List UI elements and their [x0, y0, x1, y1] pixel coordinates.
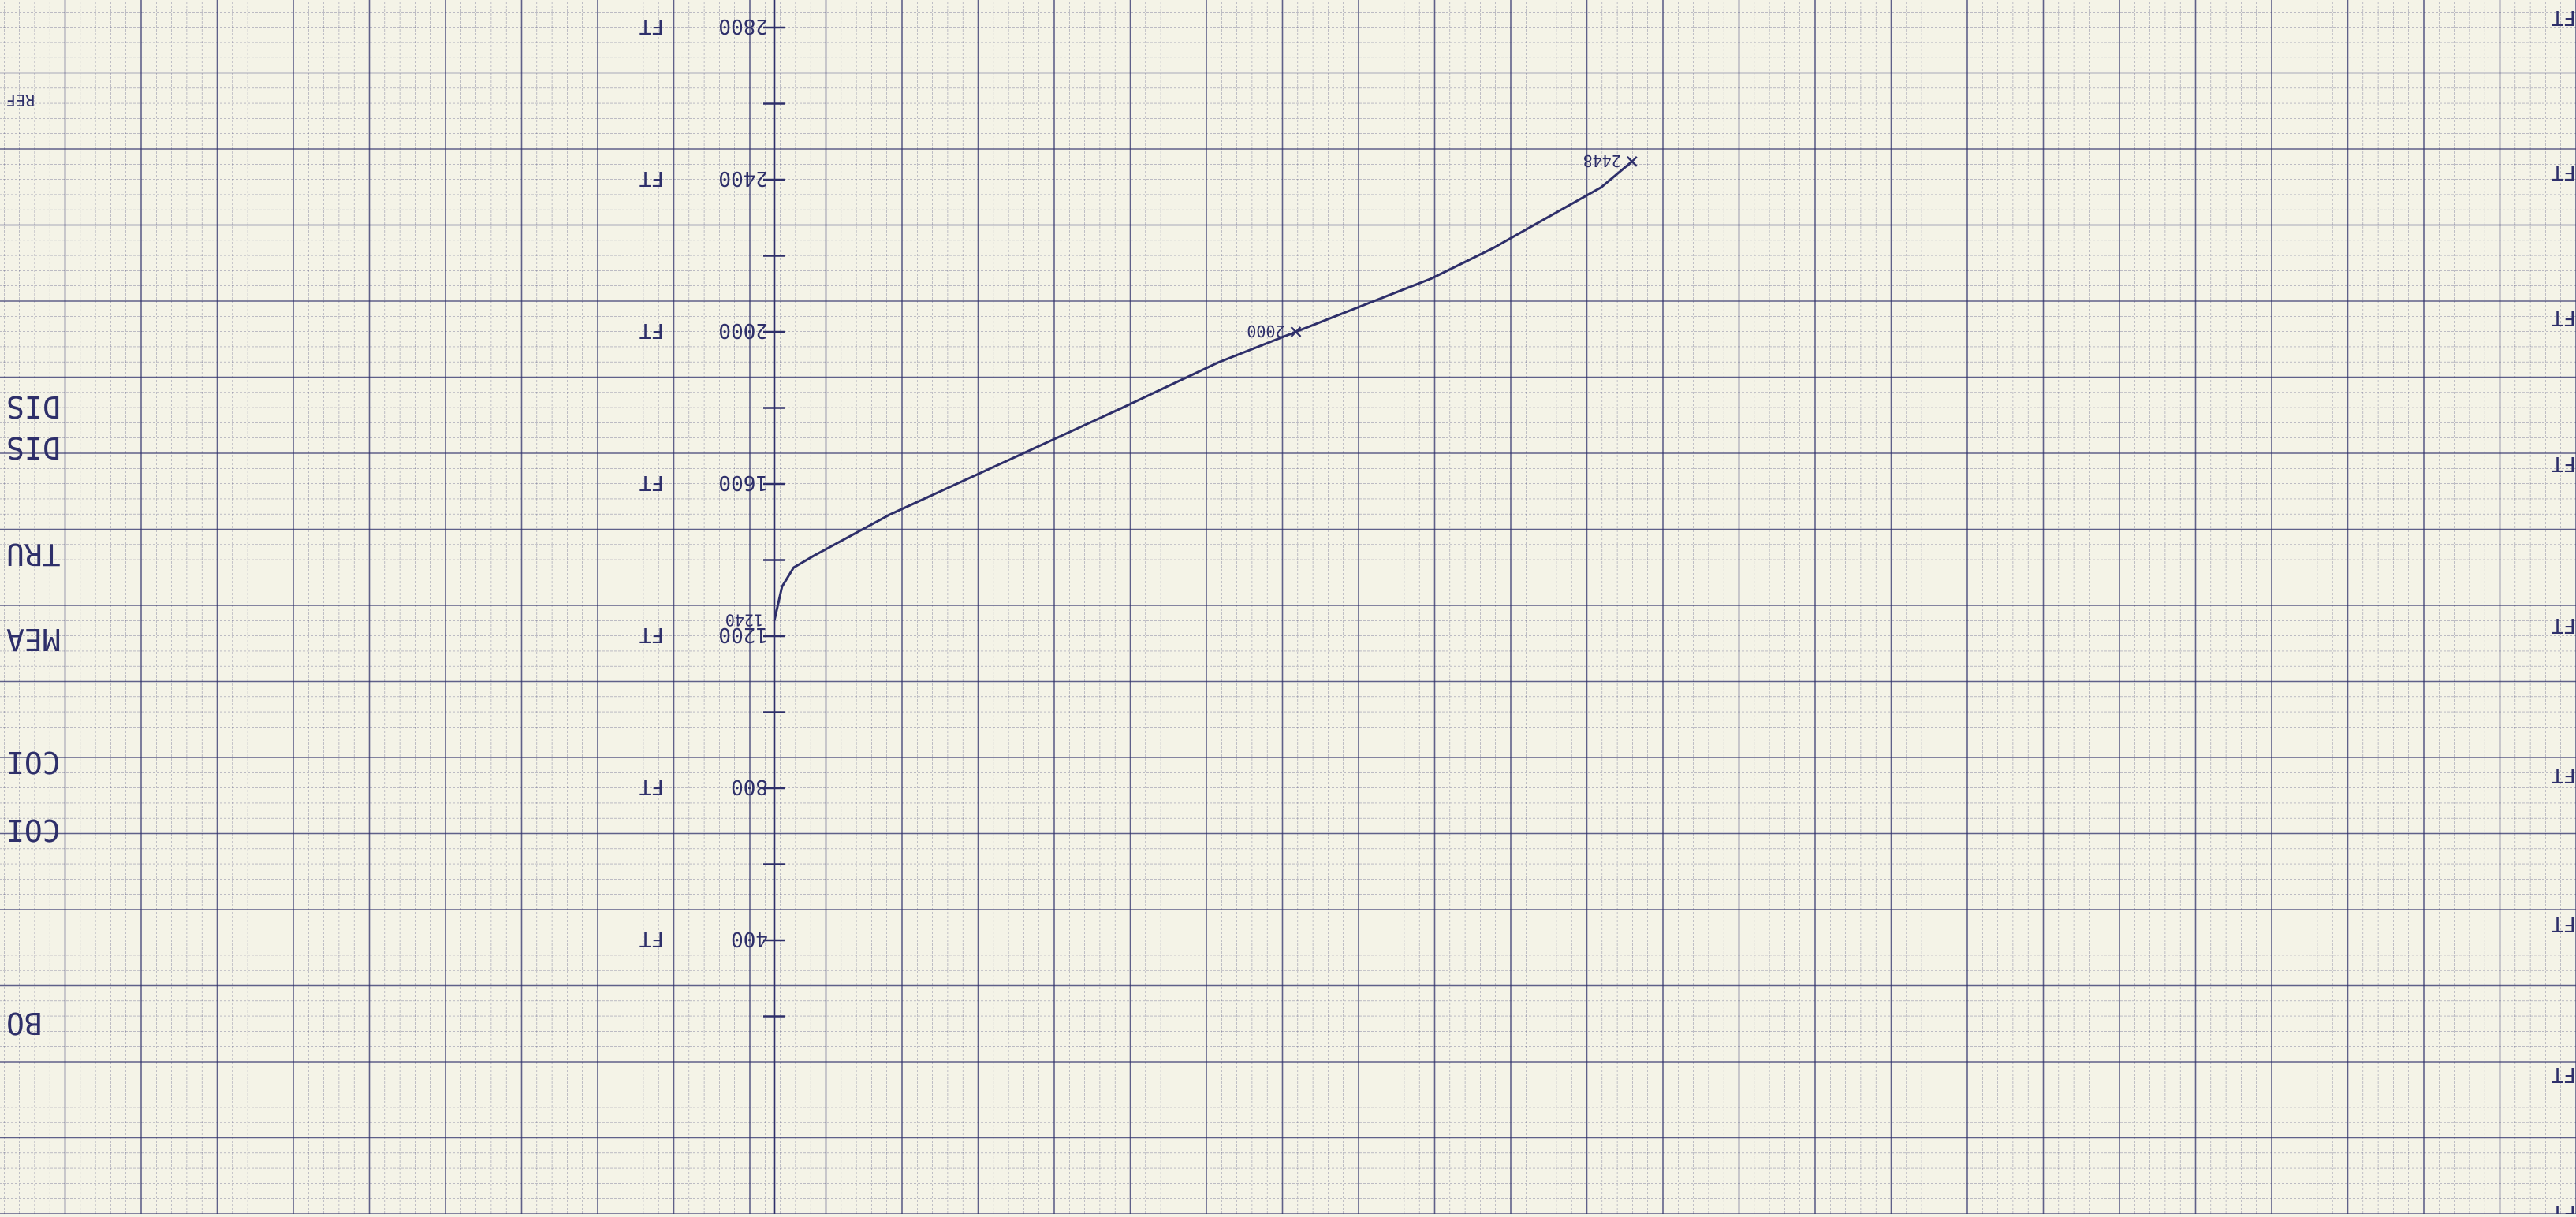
data-label: 2000 [1247, 322, 1284, 341]
data-point-marker [1626, 155, 1638, 167]
y-axis-tick-label: 400 [731, 927, 768, 951]
y-axis-unit-label: FT [639, 623, 664, 646]
margin-label-left: DIS [6, 430, 61, 465]
series [773, 160, 1633, 622]
margin-label-left: COI [6, 813, 61, 847]
annotations: 1240 2000 2448 [725, 151, 1638, 630]
y-axis-tick-label: 1200 [718, 623, 768, 646]
margin-label-left: TRU [6, 537, 61, 571]
margin-label-right: FT [2551, 1200, 2576, 1214]
margin-label-right: FT [2551, 160, 2576, 184]
margin-label-left: BO [6, 1006, 43, 1040]
y-axis: 400 FT 800 FT 1200 FT 1600 FT 2000 FT 2400 FT 2800 FT… [639, 0, 785, 1214]
y-axis-unit-label: FT [639, 166, 664, 190]
y-axis-unit-label: FT [639, 318, 664, 342]
margin-label-right: FT [2551, 6, 2576, 29]
series-line [773, 160, 1633, 622]
margin-label-right: FT [2551, 613, 2576, 637]
y-axis-unit-label: FT [639, 14, 664, 38]
y-axis-tick-label: 2000 [718, 318, 768, 342]
margin-label-right: FT [2551, 763, 2576, 787]
margin-label-left: MEA [6, 622, 61, 657]
margin-label-right: FT [2551, 1063, 2576, 1086]
y-axis-unit-label: FT [639, 775, 664, 798]
margin-label-left: DIS [6, 389, 61, 424]
y-axis-tick-label: 800 [731, 775, 768, 798]
margin-label-right: FT [2551, 306, 2576, 329]
margin-label-right: FT [2551, 452, 2576, 475]
data-label: 2448 [1583, 151, 1621, 170]
data-label: 1240 [725, 611, 763, 630]
margin-label-right: FT [2551, 912, 2576, 936]
y-axis-unit-label: FT [639, 927, 664, 951]
data-point-marker [1290, 326, 1302, 337]
margin-labels: REF DIS DIS TRU MEA COI COI BO FT FT FT FT FT FT FT FT F… [6, 6, 2576, 1217]
margin-label-left: COI [6, 745, 61, 780]
y-axis-tick-label: 1600 [718, 471, 768, 494]
margin-label-left: REF [6, 91, 35, 110]
y-axis-tick-label: 2400 [718, 166, 768, 190]
y-axis-unit-label: FT [639, 471, 664, 494]
y-axis-tick-label: 2800 [718, 14, 768, 38]
